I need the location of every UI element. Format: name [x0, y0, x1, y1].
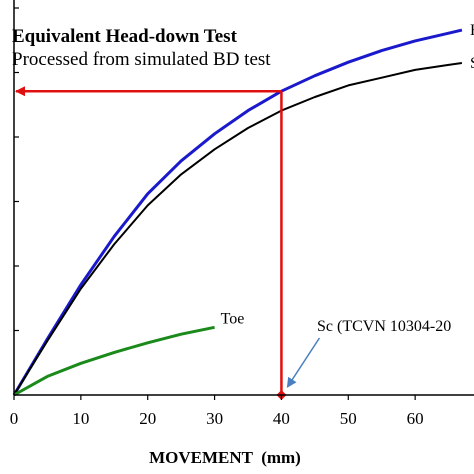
series-toe-line	[13, 325, 215, 397]
chart-subtitle: Processed from simulated BD test	[12, 49, 271, 70]
series-s-line	[13, 62, 463, 396]
x-tick-label: 30	[206, 409, 223, 428]
series-s-label: S	[470, 55, 474, 72]
sc-pointer-arrow	[286, 337, 321, 388]
series-h-line	[12, 28, 463, 396]
series-h-label: H	[470, 22, 474, 39]
x-tick-label: 0	[10, 409, 19, 428]
series-layer: HS Toe	[12, 22, 474, 397]
x-tick-label: 40	[273, 409, 290, 428]
x-tick-label: 50	[340, 409, 357, 428]
series-toe-label: Toe	[221, 310, 245, 327]
chart-title: Equivalent Head-down Test	[12, 26, 238, 47]
tick-layer: 0 10 20 30 40 50 60	[10, 7, 424, 428]
sc-annotation-label: Sc (TCVN 10304-20	[317, 318, 451, 335]
guide-layer	[15, 86, 321, 400]
x-axis-label: MOVEMENT (mm)	[149, 448, 301, 467]
x-tick-label: 20	[139, 409, 156, 428]
x-tick-label: 10	[72, 409, 89, 428]
x-tick-label: 60	[407, 409, 424, 428]
